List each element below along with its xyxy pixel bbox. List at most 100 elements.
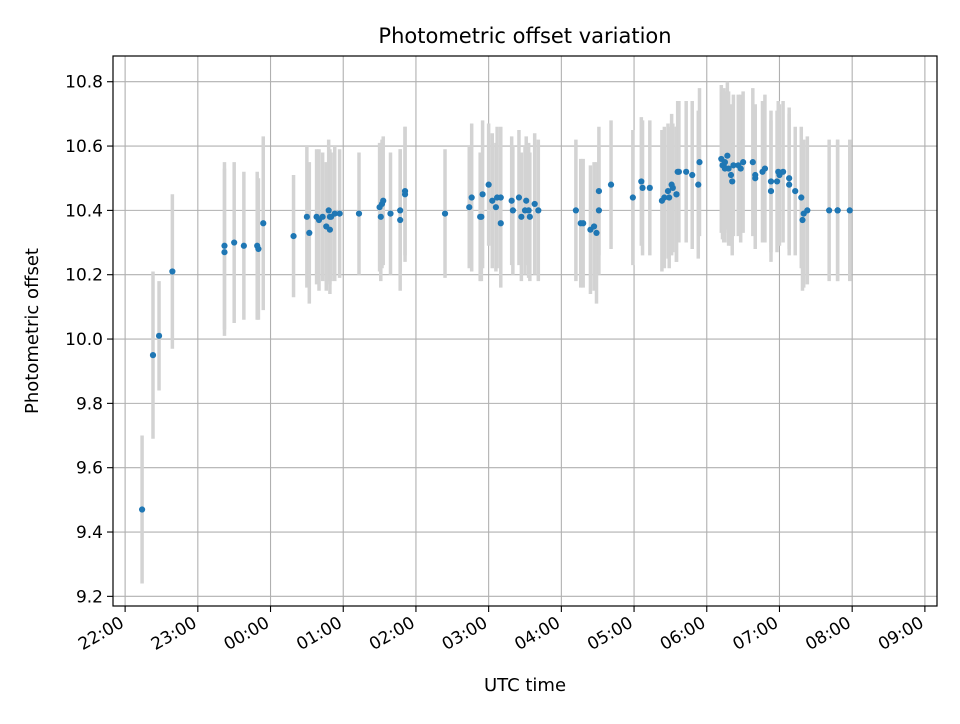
y-tick-label: 9.8	[76, 394, 103, 414]
x-tick-label: 22:00	[75, 613, 127, 655]
data-point	[290, 233, 297, 240]
data-point	[221, 249, 228, 256]
errorbar-layer	[140, 81, 852, 584]
y-axis-label: Photometric offset	[22, 248, 43, 414]
data-point	[489, 197, 496, 204]
data-point	[319, 213, 326, 220]
data-point	[331, 210, 338, 217]
y-tick-label: 9.2	[76, 587, 103, 607]
data-point	[727, 171, 735, 179]
data-point	[595, 207, 603, 214]
data-point	[786, 175, 793, 182]
data-point	[138, 506, 146, 513]
data-point	[515, 194, 523, 201]
x-tick-label: 08:00	[802, 613, 854, 655]
data-point	[773, 178, 781, 185]
data-point	[479, 191, 486, 198]
data-point	[485, 181, 492, 188]
data-point	[580, 220, 587, 227]
data-point	[518, 213, 525, 220]
data-point	[380, 197, 387, 204]
data-point	[535, 207, 542, 214]
y-tick-label: 10.2	[65, 266, 103, 286]
data-point	[724, 152, 731, 159]
data-point	[526, 213, 533, 220]
data-point	[523, 197, 530, 204]
plot-frame	[112, 55, 938, 607]
data-point	[155, 332, 163, 339]
data-point	[466, 204, 473, 211]
data-point	[240, 242, 247, 249]
data-point	[730, 162, 737, 169]
data-point	[326, 226, 334, 233]
x-tick-label: 00:00	[221, 613, 273, 655]
data-point	[664, 187, 672, 195]
data-point	[695, 181, 702, 188]
data-point	[397, 216, 404, 224]
data-point	[786, 181, 793, 188]
data-point	[740, 159, 747, 166]
x-tick-label: 04:00	[511, 613, 563, 655]
data-point	[767, 187, 775, 195]
data-point	[846, 207, 853, 214]
data-point	[336, 210, 343, 217]
data-point	[749, 159, 756, 166]
data-point	[675, 168, 682, 175]
data-point	[572, 207, 579, 214]
x-tick-label: 07:00	[730, 613, 782, 655]
data-point-layer	[138, 152, 853, 513]
x-tick-label: 03:00	[439, 613, 491, 655]
data-point	[689, 171, 696, 179]
data-point	[492, 204, 500, 211]
x-tick-label: 09:00	[875, 613, 927, 655]
data-point	[325, 207, 332, 214]
x-tick-label: 02:00	[366, 613, 418, 655]
data-point	[509, 207, 516, 214]
data-point	[255, 245, 262, 253]
data-point	[508, 197, 515, 204]
data-point	[767, 178, 775, 185]
data-point	[590, 223, 598, 230]
data-point	[725, 165, 732, 172]
data-point	[221, 242, 228, 249]
data-point	[306, 229, 313, 237]
x-tick-label: 23:00	[148, 613, 200, 655]
y-tick-label: 9.4	[76, 523, 103, 543]
x-tick-label: 06:00	[657, 613, 709, 655]
data-point	[497, 194, 504, 201]
data-point	[525, 207, 532, 214]
data-point	[792, 187, 799, 195]
data-point	[737, 165, 744, 172]
data-point	[149, 352, 157, 359]
data-point	[303, 213, 310, 220]
data-point	[169, 268, 176, 275]
data-point	[377, 213, 384, 220]
data-point	[834, 207, 841, 214]
data-point	[673, 191, 680, 198]
data-point	[387, 210, 394, 217]
data-point	[804, 207, 811, 214]
data-point	[752, 171, 759, 179]
data-point	[355, 210, 363, 217]
data-point	[721, 159, 729, 166]
data-point	[669, 184, 676, 191]
data-point	[761, 165, 769, 172]
data-point	[666, 194, 673, 201]
data-point	[826, 207, 833, 214]
y-tick-label: 10.4	[65, 201, 103, 221]
y-tick-label: 10.8	[65, 73, 103, 93]
data-point	[729, 178, 736, 185]
data-point	[661, 194, 668, 201]
data-point	[639, 184, 646, 191]
data-point	[468, 194, 475, 201]
data-point	[798, 194, 805, 201]
data-point	[478, 213, 485, 220]
data-point	[595, 187, 603, 195]
data-point	[397, 207, 404, 214]
y-tick-label: 10.6	[65, 137, 103, 157]
data-point	[799, 216, 806, 224]
x-tick-label: 01:00	[293, 613, 345, 655]
data-point	[780, 168, 787, 175]
y-tick-label: 9.6	[76, 459, 103, 479]
